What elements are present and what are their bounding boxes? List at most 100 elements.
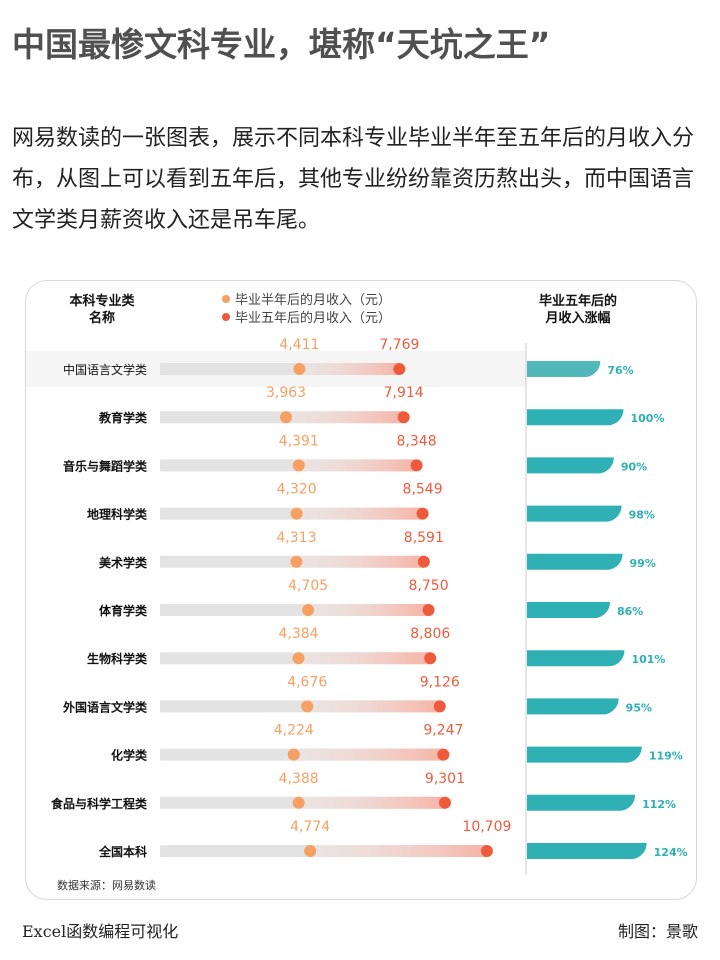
half-year-dot xyxy=(292,652,305,665)
growth-label: 100% xyxy=(631,412,665,425)
growth-label: 90% xyxy=(621,460,647,473)
five-year-dot xyxy=(433,700,446,713)
category-label: 生物科学类 xyxy=(87,651,148,666)
growth-label: 112% xyxy=(642,798,676,811)
half-year-dot xyxy=(293,363,306,375)
five-year-label: 8,348 xyxy=(397,433,437,449)
growth-label: 86% xyxy=(617,605,643,618)
five-year-dot xyxy=(416,507,429,520)
half-year-label: 4,384 xyxy=(279,626,319,642)
growth-label: 95% xyxy=(626,701,652,714)
half-year-dot xyxy=(302,604,315,616)
category-label: 音乐与舞蹈学类 xyxy=(63,458,148,473)
growth-label: 76% xyxy=(607,364,633,377)
range-bar xyxy=(298,459,417,472)
page-title: 中国最惨文科专业，堪称“天坑之王” xyxy=(12,25,551,64)
five-year-dot xyxy=(417,555,430,568)
half-year-label: 4,313 xyxy=(276,530,316,546)
legend-marker xyxy=(222,295,230,303)
legend-label: 毕业半年后的月收入（元） xyxy=(235,292,391,308)
five-year-label: 9,301 xyxy=(425,771,465,787)
five-year-dot xyxy=(397,411,410,424)
growth-bar xyxy=(527,746,642,763)
half-year-dot xyxy=(290,507,303,520)
growth-bar xyxy=(527,650,625,667)
growth-header: 月收入涨幅 xyxy=(544,310,610,326)
growth-bar xyxy=(527,553,623,570)
category-label: 美术学类 xyxy=(99,555,148,570)
growth-label: 119% xyxy=(649,750,683,763)
five-year-label: 8,549 xyxy=(403,482,443,498)
range-bar xyxy=(299,363,400,375)
five-year-label: 10,709 xyxy=(462,819,511,835)
half-year-dot xyxy=(292,796,305,809)
growth-bar xyxy=(527,698,619,715)
five-year-dot xyxy=(393,363,406,375)
category-label: 地理科学类 xyxy=(87,507,148,522)
half-year-label: 4,388 xyxy=(279,771,319,787)
half-year-dot xyxy=(304,845,317,857)
data-source: 数据来源：网易数读 xyxy=(57,879,156,892)
half-year-dot xyxy=(280,411,293,424)
range-bar xyxy=(310,845,487,857)
half-year-label: 3,963 xyxy=(266,385,306,401)
range-bar xyxy=(307,700,440,713)
half-year-dot xyxy=(292,459,305,472)
range-bar xyxy=(296,555,424,568)
half-year-label: 4,676 xyxy=(287,674,327,690)
growth-label: 124% xyxy=(654,846,688,859)
half-year-dot xyxy=(301,700,314,713)
category-label: 食品与科学工程类 xyxy=(50,796,148,811)
range-bar xyxy=(308,604,429,616)
half-year-label: 4,705 xyxy=(288,578,328,594)
half-year-label: 4,320 xyxy=(277,482,317,498)
growth-bar xyxy=(527,505,622,522)
growth-label: 98% xyxy=(629,509,655,522)
range-bar xyxy=(298,796,445,809)
growth-bar xyxy=(527,602,610,618)
five-year-label: 9,247 xyxy=(423,723,463,739)
category-label: 中国语言文学类 xyxy=(63,362,147,377)
five-year-label: 7,769 xyxy=(379,337,419,353)
growth-label: 101% xyxy=(631,653,665,666)
growth-bar xyxy=(527,361,601,377)
growth-bar xyxy=(527,457,614,474)
author-label: 制图：景歌 xyxy=(617,922,698,941)
range-bar xyxy=(293,748,444,761)
category-label: 外国语言文学类 xyxy=(63,699,148,714)
five-year-label: 8,750 xyxy=(409,578,449,594)
category-header: 名称 xyxy=(89,310,115,326)
growth-bar xyxy=(527,794,636,811)
half-year-label: 4,774 xyxy=(290,819,330,835)
range-bar xyxy=(286,411,404,424)
five-year-dot xyxy=(410,459,423,472)
five-year-label: 8,806 xyxy=(410,626,450,642)
five-year-dot xyxy=(422,604,435,616)
range-bar xyxy=(298,652,431,665)
five-year-dot xyxy=(437,748,450,761)
five-year-dot xyxy=(424,652,437,665)
legend-label: 毕业五年后的月收入（元） xyxy=(235,310,391,326)
growth-header: 毕业五年后的 xyxy=(539,293,617,309)
half-year-label: 4,411 xyxy=(279,337,319,353)
five-year-label: 9,126 xyxy=(420,674,460,690)
growth-bar xyxy=(527,409,624,426)
growth-label: 99% xyxy=(630,557,656,570)
half-year-dot xyxy=(287,748,300,761)
category-header: 本科专业类 xyxy=(69,293,135,309)
category-label: 体育学类 xyxy=(99,603,148,618)
half-year-label: 4,391 xyxy=(279,433,319,449)
half-year-label: 4,224 xyxy=(274,723,314,739)
category-label: 全国本科 xyxy=(98,844,147,859)
growth-bar xyxy=(527,843,647,859)
legend-marker xyxy=(222,313,230,321)
range-bar xyxy=(296,507,423,520)
five-year-label: 7,914 xyxy=(384,385,424,401)
category-label: 化学类 xyxy=(111,748,148,763)
five-year-dot xyxy=(438,796,451,809)
brand-label: Excel函数编程可视化 xyxy=(22,922,179,941)
category-label: 教育学类 xyxy=(98,410,148,425)
five-year-label: 8,591 xyxy=(404,530,444,546)
half-year-dot xyxy=(290,555,303,568)
